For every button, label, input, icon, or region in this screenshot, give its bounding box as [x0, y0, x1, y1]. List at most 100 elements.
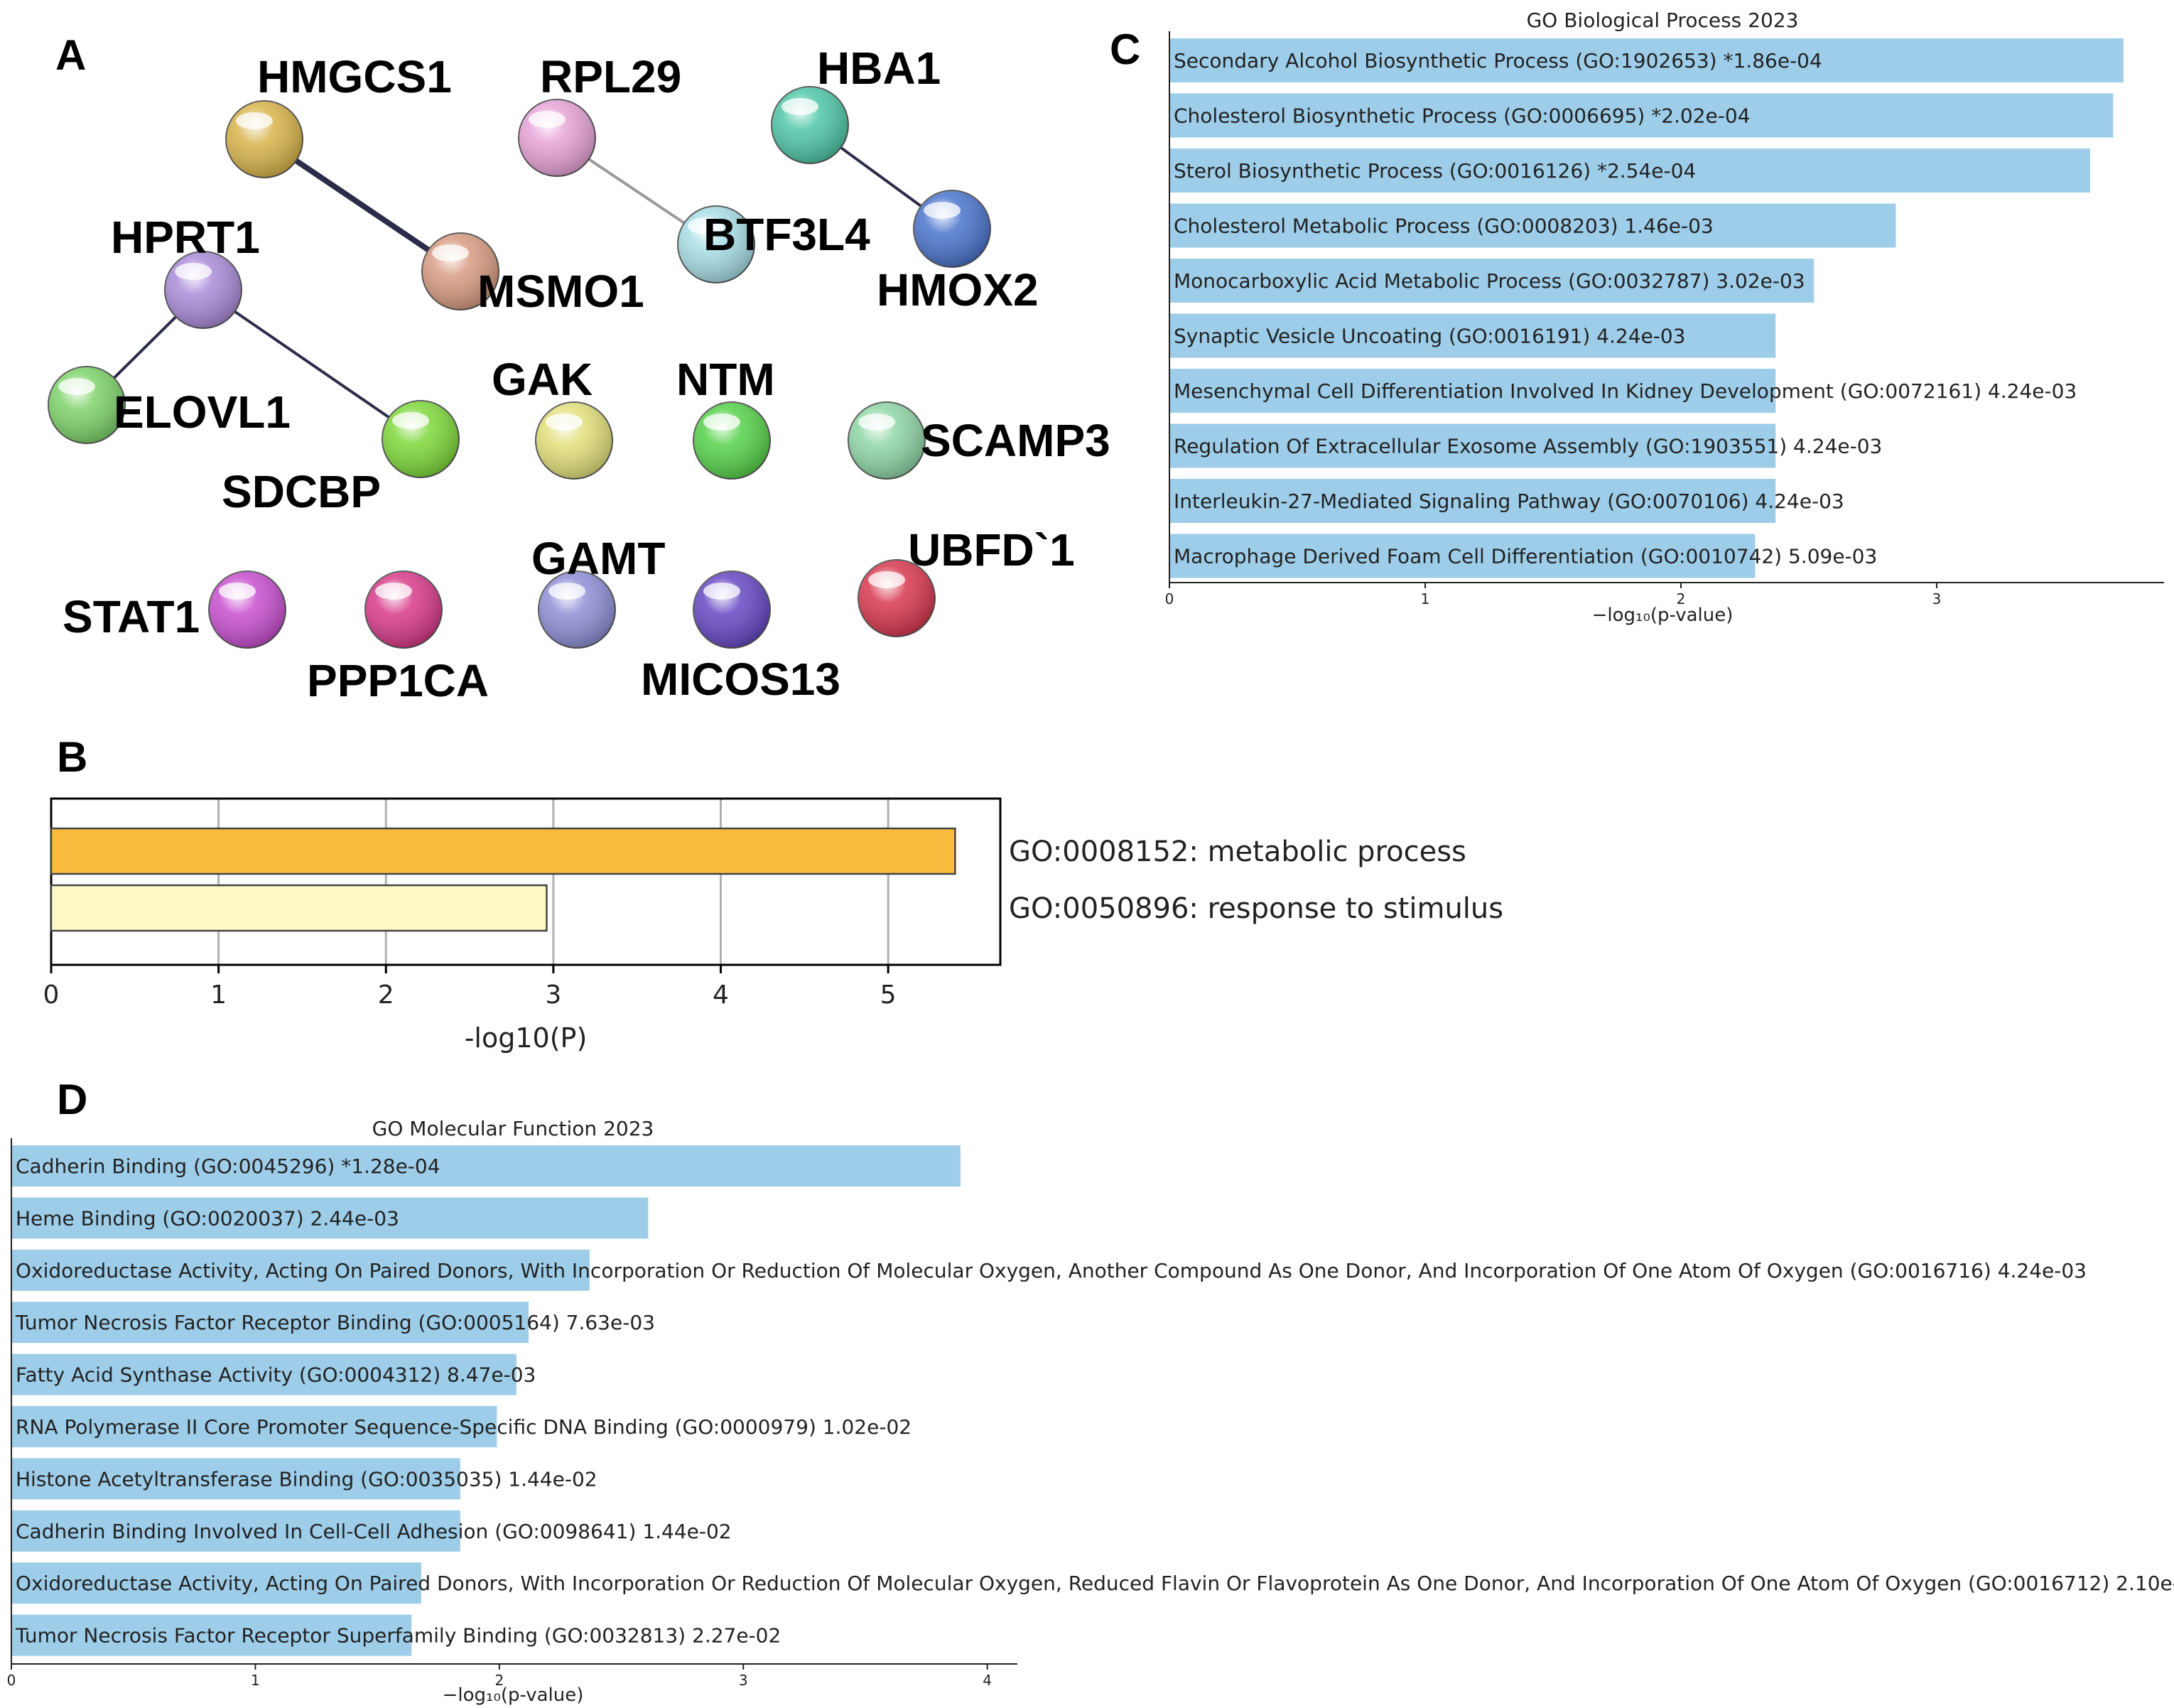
network-node-hba1[interactable]: [771, 86, 849, 164]
node-label-gak: GAK: [492, 354, 593, 405]
node-highlight: [546, 414, 583, 431]
network-node-msmo1[interactable]: [421, 232, 499, 310]
chart-d-bar: [11, 1197, 649, 1239]
chart-d-bar-label: Cadherin Binding (GO:0045296) *1.28e-04: [16, 1155, 440, 1178]
chart-b-category-label: GO:0008152: metabolic process: [1009, 836, 1466, 868]
node-label-ntm: NTM: [676, 354, 775, 405]
panel-label-c: C: [1110, 26, 1140, 73]
network-node-btf3l4[interactable]: [677, 205, 755, 283]
chart-c-bar-label: Sterol Biosynthetic Process (GO:0016126)…: [1174, 159, 1696, 183]
chart-c-bar: [1169, 203, 1896, 248]
chart-d-tick-label: 0: [7, 1672, 16, 1689]
network-node-elovl1[interactable]: [48, 366, 126, 444]
node-gloss: [365, 571, 442, 648]
network-node-ntm[interactable]: [693, 401, 771, 480]
network-node-scamp3[interactable]: [848, 401, 926, 480]
chart-c-bar-label: Cholesterol Metabolic Process (GO:000820…: [1174, 215, 1714, 238]
node-highlight: [703, 583, 740, 600]
panel-label-a: A: [55, 31, 86, 79]
node-label-hmox2: HMOX2: [877, 264, 1039, 315]
chart-b-frame: [50, 797, 1002, 966]
chart-c-bar: [1169, 534, 1756, 578]
chart-d-tick-label: 4: [983, 1672, 992, 1689]
node-label-scamp3: SCAMP3: [921, 415, 1110, 466]
node-label-stat1: STAT1: [63, 591, 200, 642]
chart-d-tick-label: 1: [251, 1672, 260, 1689]
chart-c-bar-label: Mesenchymal Cell Differentiation Involve…: [1174, 379, 2077, 403]
chart-c-bar-label: Monocarboxylic Acid Metabolic Process (G…: [1174, 269, 1805, 293]
node-label-msmo1: MSMO1: [477, 266, 644, 317]
network-node-gamt[interactable]: [538, 571, 616, 649]
chart-d-bar-label: Heme Binding (GO:0020037) 2.44e-03: [16, 1206, 399, 1230]
node-highlight: [782, 98, 818, 115]
chart-c-bar: [1169, 259, 1815, 303]
chart-b-bar: [50, 827, 956, 875]
node-highlight: [432, 244, 469, 261]
chart-d-bar: [11, 1353, 517, 1395]
chart-c: GO Biological Process 2023 −log₁₀(p-valu…: [1165, 9, 2164, 626]
node-label-hmgcs1: HMGCS1: [257, 51, 452, 102]
node-label-elovl1: ELOVL1: [114, 387, 291, 438]
node-highlight: [858, 414, 895, 431]
node-label-hprt1: HPRT1: [111, 212, 260, 263]
chart-d-tick-label: 2: [494, 1672, 504, 1689]
network-node-hmgcs1[interactable]: [225, 100, 303, 178]
chart-d-bar-label: Histone Acetyltransferase Binding (GO:00…: [16, 1467, 597, 1491]
node-label-gamt: GAMT: [531, 533, 665, 584]
network-node-hprt1[interactable]: [164, 251, 242, 329]
chart-d-bar-label: RNA Polymerase II Core Promoter Sequence…: [16, 1415, 912, 1439]
chart-c-bar: [1169, 313, 1776, 358]
node-highlight: [175, 263, 212, 280]
network-node-ubfd1[interactable]: [858, 559, 936, 637]
chart-d-bar: [11, 1145, 961, 1187]
chart-d-tick-label: 3: [739, 1672, 748, 1689]
chart-d-bar-label: Fatty Acid Synthase Activity (GO:0004312…: [16, 1363, 536, 1387]
chart-c-tick-label: 1: [1421, 590, 1430, 607]
node-gloss: [693, 402, 770, 479]
network-nodes: [48, 86, 991, 649]
node-highlight: [688, 217, 725, 234]
network-node-rpl29[interactable]: [518, 99, 596, 177]
chart-d-bar: [11, 1406, 497, 1447]
network-node-gak[interactable]: [535, 401, 613, 480]
node-gloss: [693, 571, 770, 648]
chart-d-bar: [11, 1302, 529, 1344]
chart-c-bar: [1169, 93, 2114, 138]
chart-b-tick-label: 4: [713, 980, 729, 1010]
node-gloss: [519, 99, 595, 176]
chart-c-xlabel: −log₁₀(p-value): [1592, 605, 1734, 626]
chart-c-bar-label: Regulation Of Extracellular Exosome Asse…: [1174, 435, 1882, 458]
node-highlight: [392, 412, 429, 429]
node-gloss: [914, 190, 990, 267]
chart-d-xlabel: −log₁₀(p-value): [443, 1685, 584, 1706]
chart-d-bar: [11, 1614, 412, 1656]
chart-d-bar-label: Cadherin Binding Involved In Cell-Cell A…: [16, 1520, 732, 1543]
chart-c-tick-label: 0: [1165, 590, 1174, 607]
chart-c-bar: [1169, 479, 1776, 523]
node-gloss: [209, 571, 286, 648]
network-node-micos13[interactable]: [693, 571, 771, 649]
node-gloss: [536, 402, 612, 479]
network-node-hmox2[interactable]: [913, 190, 991, 268]
node-highlight: [375, 583, 412, 600]
node-label-ppp1ca: PPP1CA: [307, 655, 489, 706]
chart-d-bar: [11, 1562, 421, 1604]
chart-c-title: GO Biological Process 2023: [1527, 9, 1799, 32]
chart-c-bar-label: Secondary Alcohol Biosynthetic Process (…: [1174, 49, 1822, 72]
chart-b-tick-label: 5: [880, 980, 897, 1010]
node-gloss: [382, 401, 459, 477]
panel-label-d: D: [57, 1076, 87, 1123]
chart-b-tick-label: 3: [545, 980, 561, 1010]
node-label-ubfd1: UBFD`1: [908, 524, 1075, 575]
network-node-sdcbp[interactable]: [382, 400, 460, 478]
chart-b-bar: [50, 884, 548, 932]
node-label-hba1: HBA1: [817, 43, 941, 94]
chart-c-tick-label: 2: [1677, 590, 1686, 607]
chart-b-tick-label: 1: [210, 980, 227, 1010]
network-node-ppp1ca[interactable]: [364, 571, 443, 649]
chart-d-bar-label: Tumor Necrosis Factor Receptor Binding (…: [15, 1311, 655, 1334]
chart-c-bar-label: Cholesterol Biosynthetic Process (GO:000…: [1174, 104, 1751, 128]
network-node-stat1[interactable]: [208, 571, 286, 649]
